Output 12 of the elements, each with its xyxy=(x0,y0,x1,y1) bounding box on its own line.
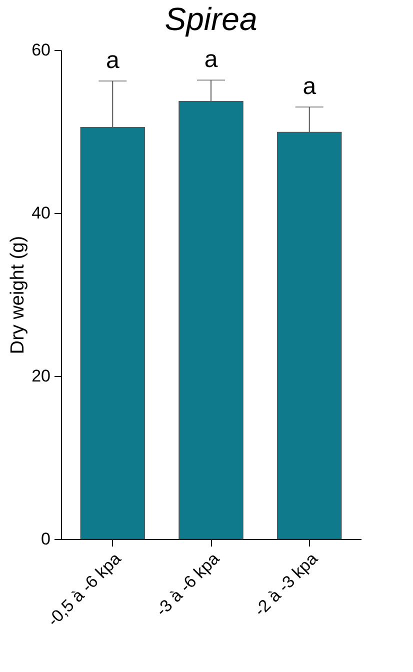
y-axis-title: Dry weight (g) xyxy=(8,236,29,354)
y-tick-label: 60 xyxy=(32,40,50,60)
annotation: a xyxy=(302,73,317,100)
y-tick-label: 0 xyxy=(41,530,50,548)
y-tick-label: 40 xyxy=(32,204,50,222)
chart-title: Spirea xyxy=(164,1,258,37)
x-tick-label: -0,5 à -6 kpa xyxy=(44,548,126,630)
x-tick-label: -3 à -6 kpa xyxy=(152,548,224,620)
x-tick-label: -2 à -3 kpa xyxy=(250,548,322,620)
annotation: a xyxy=(204,46,218,74)
y-tick-label: 20 xyxy=(32,366,50,386)
annotation: a xyxy=(106,46,120,74)
